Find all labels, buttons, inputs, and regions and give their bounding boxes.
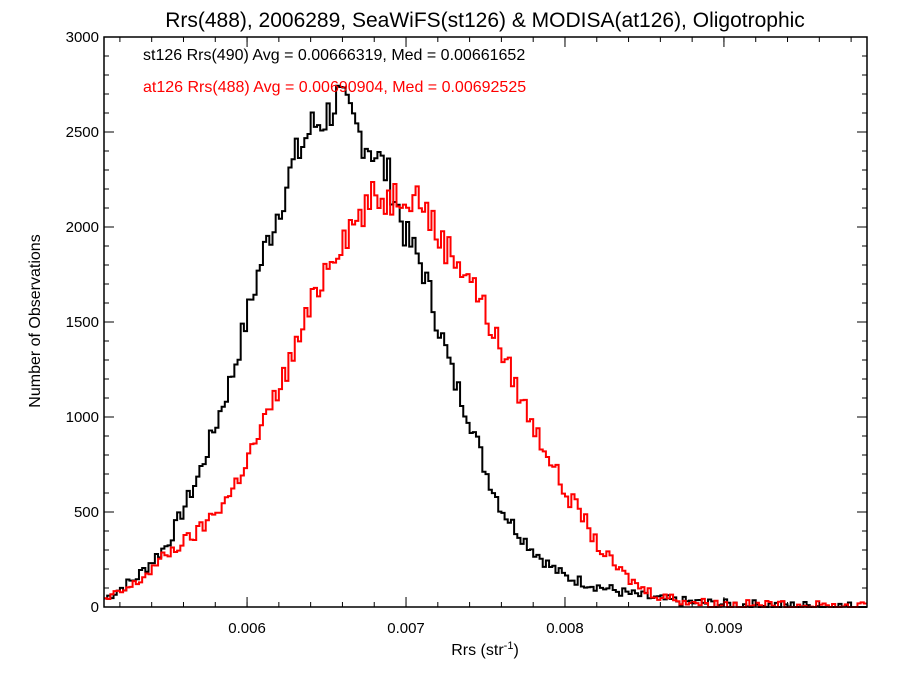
histogram-series-st126 — [104, 84, 867, 608]
y-tick-label: 1000 — [66, 409, 99, 426]
annotation-st126: st126 Rrs(490) Avg = 0.00666319, Med = 0… — [143, 47, 525, 64]
series-layer — [104, 84, 867, 608]
y-axis-label: Number of Observations — [27, 234, 44, 407]
y-tick-label: 0 — [91, 599, 99, 616]
chart-title: Rrs(488), 2006289, SeaWiFS(st126) & MODI… — [165, 9, 805, 32]
y-tick-label: 3000 — [66, 29, 99, 46]
x-tick-label: 0.006 — [228, 620, 266, 637]
y-tick-label: 2500 — [66, 124, 99, 141]
x-axis-label: Rrs (str-1) — [451, 640, 519, 659]
x-tick-label: 0.008 — [546, 620, 584, 637]
x-tick-label: 0.007 — [387, 620, 425, 637]
histogram-series-at126 — [104, 180, 867, 608]
y-tick-label: 500 — [74, 504, 99, 521]
x-tick-label: 0.009 — [705, 620, 743, 637]
x-axis-label-close: ) — [513, 642, 518, 659]
y-tick-label: 2000 — [66, 219, 99, 236]
x-axis-label-main: Rrs (str — [451, 642, 504, 659]
y-tick-label: 1500 — [66, 314, 99, 331]
tick-layer: 0.006 0.007 0.008 0.009 0 500 1000 1500 2000 2500… — [66, 29, 867, 637]
x-axis-label-superscript: -1 — [504, 640, 514, 652]
annotation-at126: at126 Rrs(488) Avg = 0.00690904, Med = 0… — [143, 79, 526, 96]
